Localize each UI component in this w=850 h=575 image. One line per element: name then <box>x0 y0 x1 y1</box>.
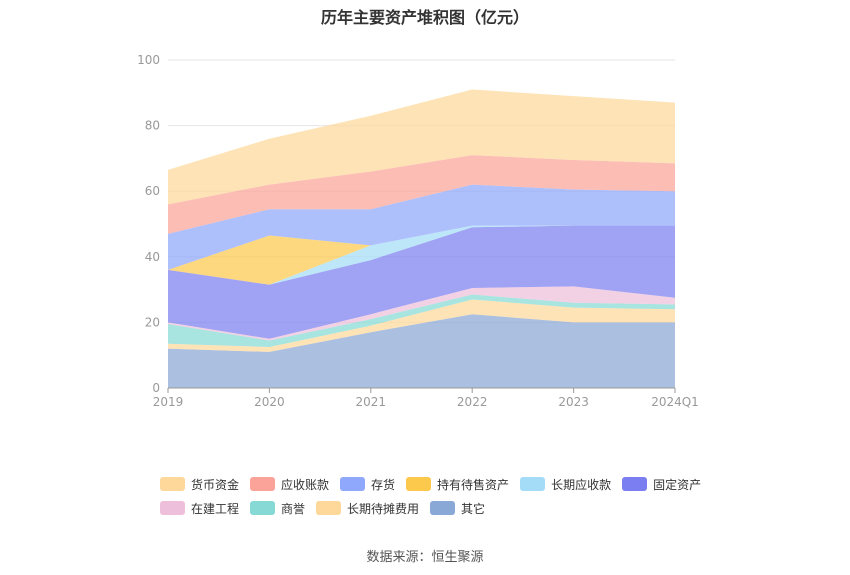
legend-swatch <box>250 501 276 515</box>
y-tick-label: 0 <box>152 381 160 395</box>
legend-swatch <box>250 477 276 491</box>
data-source: 数据来源：恒生聚源 <box>366 550 484 565</box>
legend-swatch <box>340 477 366 491</box>
area-series-长期待摊费用 <box>168 299 675 352</box>
legend-swatch <box>316 501 342 515</box>
area-series-固定资产 <box>168 225 675 339</box>
area-series-货币资金 <box>168 89 675 205</box>
y-tick-label: 40 <box>145 250 160 264</box>
y-tick-label: 60 <box>145 184 160 198</box>
legend-label: 应收账款 <box>281 477 330 492</box>
legend-item[interactable]: 存货 <box>340 476 395 493</box>
legend-item[interactable]: 长期应收款 <box>520 476 611 493</box>
legend-label: 持有待售资产 <box>437 477 510 492</box>
x-tick-label: 2023 <box>558 395 589 409</box>
x-tick-label: 2019 <box>153 395 184 409</box>
axes: 0 20 40 60 80 100 2019 2020 2021 2022 2023 2024Q1 <box>137 53 699 409</box>
area-series-其它 <box>168 314 675 388</box>
x-tick-label: 2022 <box>457 395 488 409</box>
legend-label: 长期应收款 <box>551 477 612 492</box>
legend-swatch <box>520 477 546 491</box>
legend-label: 货币资金 <box>191 477 240 492</box>
legend-item[interactable]: 应收账款 <box>250 476 329 493</box>
area-series-商誉 <box>168 294 675 347</box>
y-tick-label: 80 <box>145 119 160 133</box>
area-series-持有待售资产 <box>168 225 675 285</box>
legend-label: 其它 <box>461 501 486 516</box>
legend-item[interactable]: 固定资产 <box>622 476 701 493</box>
legend-label: 固定资产 <box>653 477 702 492</box>
x-tick-label: 2021 <box>356 395 387 409</box>
legend-label: 长期待摊费用 <box>347 501 420 516</box>
legend-item[interactable]: 商誉 <box>250 500 305 517</box>
legend-swatch <box>622 477 648 491</box>
y-tick-label: 20 <box>145 315 160 329</box>
legend-swatch <box>160 477 185 491</box>
legend-item[interactable]: 长期待摊费用 <box>316 500 419 517</box>
legend-item[interactable]: 其它 <box>430 500 485 517</box>
legend-label: 在建工程 <box>191 501 240 516</box>
area-series-存货 <box>168 184 675 270</box>
area-series-长期应收款 <box>168 225 675 285</box>
legend-swatch <box>430 501 456 515</box>
legend-swatch <box>160 501 185 515</box>
area-series-应收账款 <box>168 155 675 234</box>
legend-swatch <box>406 477 432 491</box>
legend-row: 货币资金 应收账款 存货 持有待售资产 长期应收款 固定资产 <box>160 472 720 496</box>
x-tick-label: 2024Q1 <box>651 395 699 409</box>
stacked-area-chart: 0 20 40 60 80 100 2019 2020 2021 2022 2023 2024Q1 <box>137 53 699 409</box>
legend-label: 存货 <box>371 477 396 492</box>
chart-title: 历年主要资产堆积图（亿元） <box>320 8 529 27</box>
x-tick-label: 2020 <box>254 395 285 409</box>
legend-label: 商誉 <box>281 501 306 516</box>
legend-item[interactable]: 货币资金 <box>160 476 239 493</box>
legend-item[interactable]: 在建工程 <box>160 500 239 517</box>
legend: 货币资金 应收账款 存货 持有待售资产 长期应收款 固定资产 在建工程 商誉 长期待摊费用 其它 <box>160 472 720 520</box>
area-series <box>168 89 675 388</box>
y-tick-label: 100 <box>137 53 160 67</box>
area-series-在建工程 <box>168 286 675 341</box>
legend-item[interactable]: 持有待售资产 <box>406 476 509 493</box>
legend-row: 在建工程 商誉 长期待摊费用 其它 <box>160 496 720 520</box>
